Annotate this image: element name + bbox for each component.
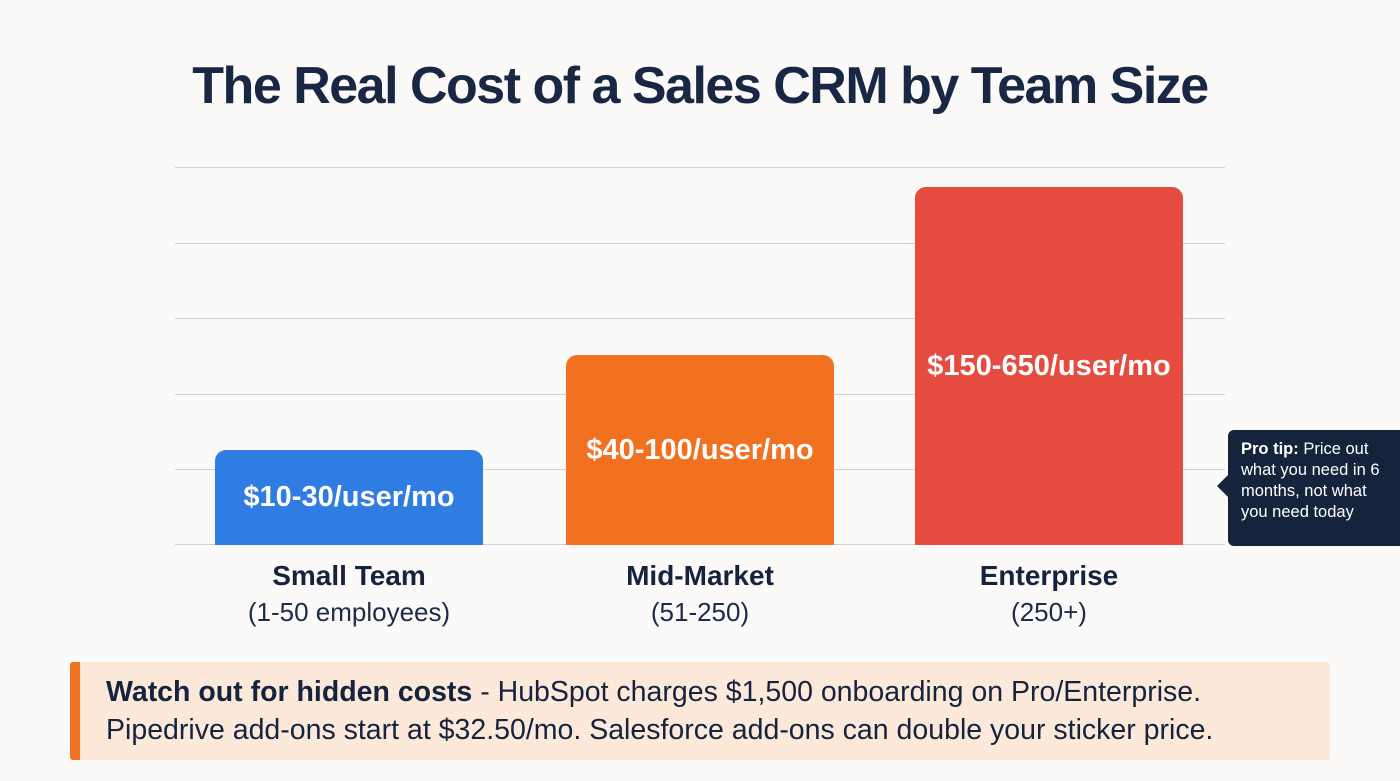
hidden-costs-banner: Watch out for hidden costs - HubSpot cha… [70,662,1330,760]
category-name: Enterprise [979,560,1119,591]
bar-value-label: $40-100/user/mo [586,433,814,466]
bar-small-team: $10-30/user/mo [215,450,483,545]
hidden-costs-body: - HubSpot charges $1,500 onboarding on P… [106,676,1214,746]
page-title: The Real Cost of a Sales CRM by Team Siz… [192,57,1209,115]
category-sublabel: (51-250) [650,597,750,627]
gridline [175,243,1225,244]
bar-group-enterprise: $150-650/user/mo Enterprise (250+) [915,167,1183,627]
pro-tip-label: Pro tip: [1241,440,1299,458]
category-sublabel: (250+) [1011,597,1087,627]
bar-chart: $10-30/user/mo Small Team (1-50 employee… [175,167,1225,627]
category-name: Small Team [272,560,426,591]
bar-group-mid-market: $40-100/user/mo Mid-Market (51-250) [566,167,834,627]
bar-enterprise: $150-650/user/mo [915,187,1183,545]
pro-tip-body: Price out what you need in 6 months, not… [1241,440,1380,521]
bar-value-label: $150-650/user/mo [927,349,1171,382]
callout-arrow-left-icon [1217,475,1228,497]
category-label-group: Mid-Market (51-250) [536,560,864,628]
pro-tip-callout: Pro tip: Price out what you need in 6 mo… [1217,430,1400,546]
category-name: Mid-Market [626,560,774,591]
pro-tip-text: Pro tip: Price out what you need in 6 mo… [1241,439,1392,523]
gridline [175,167,1225,168]
category-label-group: Small Team (1-50 employees) [185,560,513,628]
bar-mid-market: $40-100/user/mo [566,355,834,545]
category-label-group: Enterprise (250+) [885,560,1213,628]
category-sublabel: (1-50 employees) [247,597,451,627]
bar-value-label: $10-30/user/mo [243,481,455,513]
hidden-costs-text: Watch out for hidden costs - HubSpot cha… [106,673,1314,749]
gridline [175,318,1225,319]
bar-group-small-team: $10-30/user/mo Small Team (1-50 employee… [215,167,483,627]
hidden-costs-bold: Watch out for hidden costs [106,676,473,708]
